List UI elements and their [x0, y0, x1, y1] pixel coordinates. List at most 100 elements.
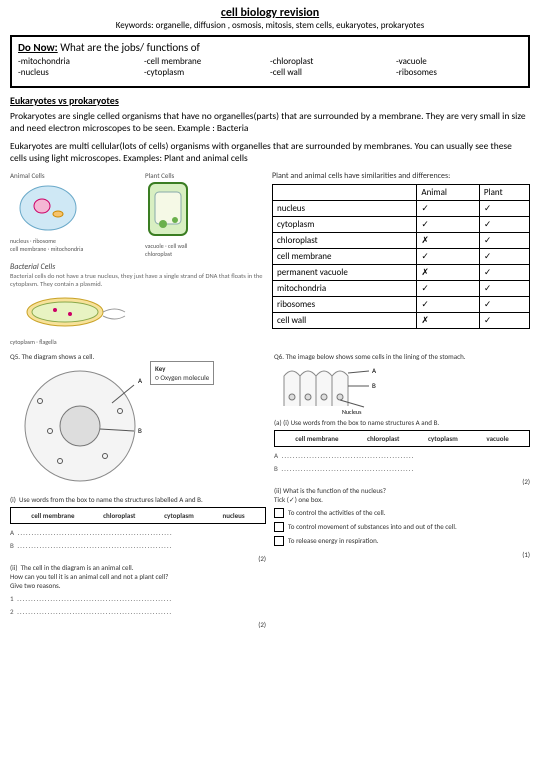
tickbox-1[interactable] — [274, 508, 284, 518]
section-euk-prok: Eukaryotes vs prokaryotes — [10, 94, 530, 107]
q5-box-0: cell membrane — [31, 511, 74, 520]
row5-a: ✓ — [417, 280, 480, 296]
do-now-label: Do Now: — [18, 41, 58, 54]
q5-label: Q5. The diagram shows a cell. — [10, 352, 266, 361]
keywords-label: Keywords: — [116, 20, 154, 31]
q5-l1: 1 ......................................… — [10, 594, 266, 603]
bacterial-desc: Bacterial cells do not have a true nucle… — [10, 272, 268, 288]
q6-mark-ii: (1) — [274, 550, 530, 559]
q6-box-0: cell membrane — [295, 434, 338, 443]
q5-ii-sub: Give two reasons. — [10, 581, 266, 590]
q5-mark-ii: (2) — [10, 620, 266, 629]
row4-p: ✓ — [479, 264, 529, 280]
donow-c2b: -cytoplasm — [144, 67, 270, 78]
lbl-flag: flagella — [39, 338, 56, 346]
svg-text:B: B — [138, 426, 142, 435]
cell-diagrams-area: Animal Cells nucleus · ribosome cell mem… — [10, 171, 268, 346]
q6-label: Q6. The image below shows some cells in … — [274, 352, 530, 361]
row1-a: ✓ — [417, 216, 480, 232]
q6-tissue-diagram: A B Nucleus — [274, 361, 384, 416]
row0-p: ✓ — [479, 200, 529, 216]
q5-key-item: ○ Oxygen molecule — [155, 373, 209, 382]
row6-name: ribosomes — [273, 296, 417, 312]
keywords-text: organelle, diffusion , osmosis, mitosis,… — [156, 20, 425, 31]
q5-l2: 2 ......................................… — [10, 607, 266, 616]
bacterial-title: Bacterial Cells — [10, 262, 268, 272]
donow-c1b: -nucleus — [18, 67, 144, 78]
keywords-line: Keywords: organelle, diffusion , osmosis… — [10, 20, 530, 31]
bacteria-diagram — [10, 288, 130, 336]
q6-box-3: vacuole — [486, 434, 508, 443]
animal-cell-title: Animal Cells — [10, 171, 133, 180]
donow-c3a: -chloroplast — [270, 56, 396, 67]
row2-a: ✗ — [417, 232, 480, 248]
row3-a: ✓ — [417, 248, 480, 264]
th-animal: Animal — [417, 184, 480, 200]
lbl-ribosome: ribosome — [33, 237, 56, 245]
q5-i-text: Use words from the box to name the struc… — [19, 495, 203, 504]
q6-area: Q6. The image below shows some cells in … — [274, 352, 530, 629]
q5-ii-text: The cell in the diagram is an animal cel… — [21, 563, 134, 572]
row4-a: ✗ — [417, 264, 480, 280]
row0-name: nucleus — [273, 200, 417, 216]
q6-B: B — [372, 381, 376, 390]
plant-cell-diagram — [145, 180, 193, 240]
row6-p: ✓ — [479, 296, 529, 312]
q5-word-box: cell membrane chloroplast cytoplasm nucl… — [10, 507, 266, 524]
row0-a: ✓ — [417, 200, 480, 216]
lbl-nucleus: nucleus — [10, 237, 29, 245]
para-euk: Eukaryotes are multi cellular(lots of ce… — [10, 141, 530, 165]
row5-name: mitochondria — [273, 280, 417, 296]
q6-word-box: cell membrane chloroplast cytoplasm vacu… — [274, 430, 530, 447]
animal-cell-diagram — [10, 180, 80, 235]
q5-box-3: nucleus — [222, 511, 244, 520]
q6-box-2: cytoplasm — [428, 434, 458, 443]
q6-ii: (ii) What is the function of the nucleus… — [274, 486, 530, 495]
q6-opt2: To control movement of substances into a… — [288, 522, 457, 531]
lbl-cellwall: cell wall — [168, 242, 187, 250]
q6-opt3: To release energy in respiration. — [288, 536, 379, 545]
donow-c1a: -mitochondria — [18, 56, 144, 67]
row2-name: chloroplast — [273, 232, 417, 248]
row7-name: cell wall — [273, 312, 417, 328]
organelle-table: Animal Plant nucleus✓✓ cytoplasm✓✓ chlor… — [272, 184, 530, 329]
q6-mark-i: (2) — [274, 477, 530, 486]
q5-B: B ......................................… — [10, 541, 266, 550]
para-prok: Prokaryotes are single celled organisms … — [10, 111, 530, 135]
row7-p: ✓ — [479, 312, 529, 328]
svg-text:A: A — [138, 376, 143, 385]
th-plant: Plant — [479, 184, 529, 200]
donow-c4b: -ribosomes — [396, 67, 522, 78]
row3-name: cell membrane — [273, 248, 417, 264]
q5-ii-q: How can you tell it is an animal cell an… — [10, 572, 266, 581]
q6-box-1: chloroplast — [367, 434, 399, 443]
donow-c3b: -cell wall — [270, 67, 396, 78]
th-blank — [273, 184, 417, 200]
tickbox-2[interactable] — [274, 522, 284, 532]
row2-p: ✓ — [479, 232, 529, 248]
q6-tick-label: Tick (✓) one box. — [274, 495, 530, 504]
row1-name: cytoplasm — [273, 216, 417, 232]
lbl-cellmembrane: cell membrane — [10, 245, 46, 253]
donow-c2a: -cell membrane — [144, 56, 270, 67]
q5-box-2: cytoplasm — [164, 511, 194, 520]
q5-area: Q5. The diagram shows a cell. A B Key ○ … — [10, 352, 266, 629]
lbl-chloroplast: chloroplast — [145, 250, 172, 258]
q5-mark-i: (2) — [10, 554, 266, 563]
lbl-vacuole: vacuole — [145, 242, 164, 250]
q5-box-1: chloroplast — [103, 511, 135, 520]
row4-name: permanent vacuole — [273, 264, 417, 280]
lbl-cyto: cytoplasm — [10, 338, 35, 346]
q6-opt1: To control the activities of the cell. — [288, 508, 386, 517]
tickbox-3[interactable] — [274, 536, 284, 546]
q5-key-box: Key ○ Oxygen molecule — [150, 361, 214, 385]
table-intro: Plant and animal cells have similarities… — [272, 171, 530, 181]
q5-A: A ......................................… — [10, 528, 266, 537]
donow-c4a: -vacuole — [396, 56, 522, 67]
q5-key-title: Key — [155, 364, 165, 373]
q6-A-line: A ......................................… — [274, 451, 530, 460]
q5-cell-diagram: A B — [10, 361, 150, 491]
row3-p: ✓ — [479, 248, 529, 264]
q6-A: A — [372, 366, 377, 375]
row1-p: ✓ — [479, 216, 529, 232]
